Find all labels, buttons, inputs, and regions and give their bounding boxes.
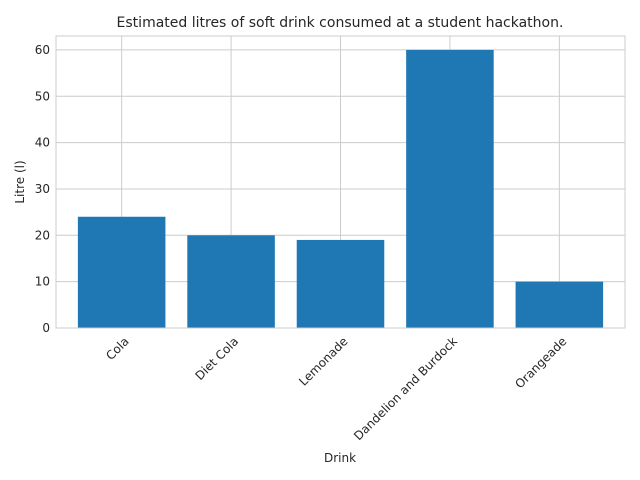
bar-cola — [77, 216, 166, 328]
bar-lemonade — [296, 239, 385, 328]
bar-orangeade — [515, 281, 604, 328]
x-tick-label: Lemonade — [296, 334, 350, 388]
y-tick-label: 50 — [35, 89, 50, 103]
bar-dandelion-and-burdock — [406, 49, 494, 329]
x-tick-label: Dandelion and Burdock — [351, 334, 460, 443]
y-tick-label: 0 — [42, 321, 50, 335]
bar-diet-cola — [187, 235, 275, 328]
y-tick-label: 60 — [35, 43, 50, 57]
x-tick-label: Diet Cola — [192, 334, 241, 383]
y-tick-label: 10 — [35, 275, 50, 289]
y-axis-label: Litre (l) — [13, 160, 27, 203]
x-axis-label: Drink — [324, 451, 356, 465]
plot-frame — [55, 35, 626, 329]
y-tick-label: 30 — [35, 182, 50, 196]
y-tick-labels: 0 10 20 30 40 50 60 — [35, 43, 50, 335]
x-tick-label: Cola — [103, 334, 132, 363]
chart-title: Estimated litres of soft drink consumed … — [117, 15, 564, 31]
bars — [77, 49, 604, 329]
y-tick-label: 20 — [35, 228, 50, 242]
x-tick-label: Orangeade — [512, 334, 569, 391]
x-tick-labels: Cola Diet Cola Lemonade Dandelion and Burdo… — [103, 334, 569, 443]
y-tick-label: 40 — [35, 136, 50, 150]
